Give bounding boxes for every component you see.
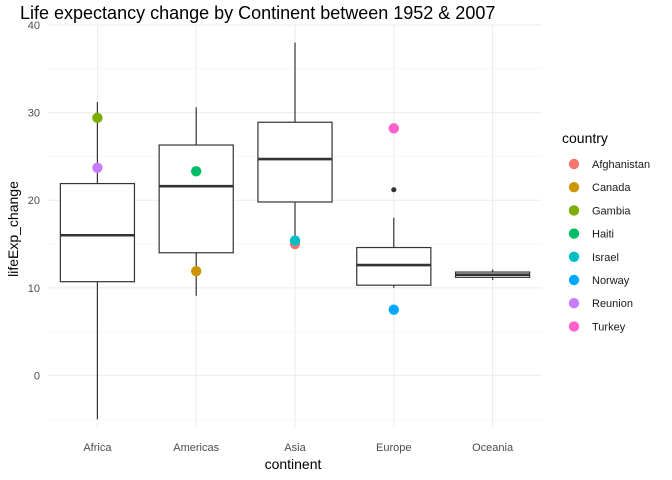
legend-key: [568, 321, 580, 332]
legend-item-canada: Canada: [568, 182, 631, 194]
point-norway: [388, 304, 399, 315]
y-tick-label: 10: [28, 283, 40, 295]
box-oceania: [454, 269, 531, 280]
y-tick-label: 30: [28, 108, 40, 120]
legend-key: [568, 158, 580, 170]
x-tick-label: Europe: [376, 442, 411, 454]
legend-item-norway: Norway: [568, 274, 630, 287]
x-tick-labels: Africa Americas Asia Europe Oceania: [83, 442, 514, 454]
legend-item-turkey: Turkey: [568, 321, 626, 333]
legend: country Afghanistan Canada Gambia Haiti Isra…: [562, 130, 650, 333]
chart-title: Life expectancy change by Continent betw…: [20, 3, 495, 23]
legend-label: Haiti: [592, 229, 614, 241]
legend-item-reunion: Reunion: [568, 298, 633, 310]
box-iqr: [257, 121, 333, 203]
point-turkey: [388, 123, 399, 134]
box-asia: [257, 42, 333, 243]
point-gambia: [92, 112, 103, 124]
box-iqr: [356, 246, 432, 286]
point-haiti: [191, 166, 202, 177]
y-axis-title: lifeExp_change: [5, 181, 21, 277]
legend-label: Turkey: [592, 321, 626, 333]
legend-label: Canada: [592, 182, 631, 194]
y-tick-labels: 0 10 20 30 40: [28, 20, 40, 382]
legend-label: Reunion: [592, 298, 633, 310]
x-tick-label: Americas: [173, 442, 219, 454]
x-tick-label: Africa: [83, 442, 112, 454]
legend-title: country: [562, 130, 608, 146]
x-tick-label: Asia: [284, 442, 306, 454]
box-americas: [158, 107, 234, 296]
point-reunion: [92, 162, 103, 174]
box-iqr: [158, 144, 234, 254]
legend-label: Israel: [592, 252, 619, 264]
outlier-point: [391, 187, 397, 193]
legend-item-haiti: Haiti: [568, 228, 614, 241]
y-tick-label: 20: [28, 195, 40, 207]
point-israel: [289, 235, 301, 246]
legend-item-israel: Israel: [568, 251, 619, 264]
x-tick-label: Oceania: [472, 442, 514, 454]
legend-key: [568, 298, 580, 309]
legend-label: Afghanistan: [592, 159, 650, 171]
box-europe: [356, 187, 432, 288]
country-points: [92, 112, 399, 315]
point-canada: [191, 265, 202, 277]
legend-key: [568, 205, 580, 216]
legend-label: Norway: [592, 275, 630, 287]
legend-label: Gambia: [592, 205, 631, 217]
x-axis-title: continent: [265, 456, 322, 472]
y-tick-label: 0: [34, 370, 40, 382]
boxes: [59, 42, 531, 420]
box-iqr: [59, 182, 136, 283]
legend-key: [568, 228, 580, 239]
legend-key: [568, 274, 580, 286]
box-africa: [59, 102, 136, 420]
legend-key: [568, 182, 580, 193]
legend-item-afghanistan: Afghanistan: [568, 158, 650, 171]
legend-item-gambia: Gambia: [568, 205, 631, 217]
y-tick-label: 40: [28, 20, 40, 32]
legend-key: [568, 251, 580, 262]
